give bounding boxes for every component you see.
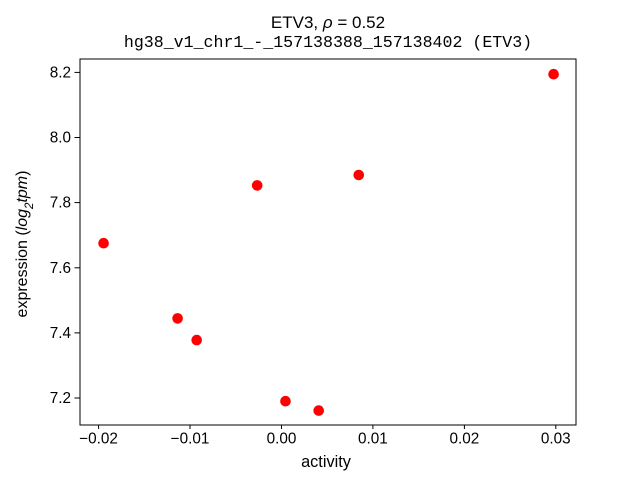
svg-text:8.0: 8.0 bbox=[50, 130, 71, 147]
svg-text:0.03: 0.03 bbox=[541, 431, 571, 448]
svg-text:0.01: 0.01 bbox=[358, 431, 388, 448]
svg-text:−0.01: −0.01 bbox=[171, 431, 210, 448]
svg-text:activity: activity bbox=[301, 453, 352, 471]
svg-text:0.00: 0.00 bbox=[267, 431, 297, 448]
svg-text:7.4: 7.4 bbox=[50, 325, 72, 342]
svg-text:−0.02: −0.02 bbox=[79, 431, 118, 448]
svg-text:7.8: 7.8 bbox=[50, 195, 71, 212]
svg-text:7.6: 7.6 bbox=[50, 260, 71, 277]
svg-text:8.2: 8.2 bbox=[50, 65, 71, 82]
svg-text:expression (log2tpm): expression (log2tpm) bbox=[14, 171, 36, 318]
svg-text:7.2: 7.2 bbox=[50, 390, 71, 407]
svg-text:0.02: 0.02 bbox=[450, 431, 480, 448]
